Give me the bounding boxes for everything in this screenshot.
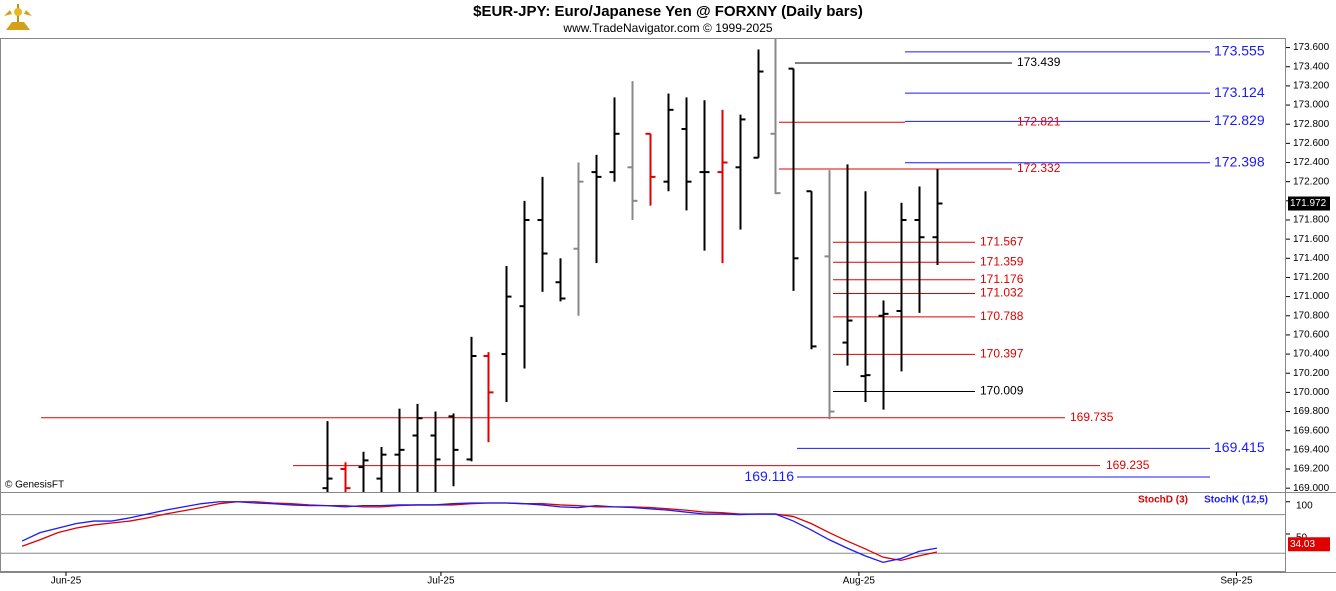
last-price-marker (1288, 196, 1330, 211)
y-tick-label: 170.400 (1293, 349, 1330, 360)
level-label: 169.735 (1070, 410, 1114, 424)
y-tick-label: 173.400 (1293, 61, 1330, 72)
level-label: 172.821 (1017, 114, 1061, 128)
y-tick-label: 170.200 (1293, 368, 1330, 379)
axes: 169.000 169.200 169.400 169.600 169.800 170.0… (51, 42, 1330, 587)
y-tick-label: 172.600 (1293, 138, 1330, 149)
x-tick-label: Sep-25 (1220, 576, 1253, 587)
level-label: 170.397 (980, 347, 1024, 361)
watermark: © GenesisFT (5, 480, 64, 491)
last-value-marker (1288, 537, 1330, 552)
legend-entry: StochK (12,5) (1204, 495, 1268, 506)
level-label: 173.555 (1214, 43, 1265, 59)
y-tick-label: 170.600 (1293, 330, 1330, 341)
level-label: 169.116 (744, 468, 794, 484)
level-label: 169.415 (1214, 439, 1265, 455)
stoch-panel (0, 501, 1286, 564)
level-label: 170.009 (980, 384, 1024, 398)
chart-subtitle: www.TradeNavigator.com © 1999-2025 (562, 21, 772, 35)
y-tick-label: 173.000 (1293, 100, 1330, 111)
y-tick-label: 171.400 (1293, 253, 1330, 264)
y-tick-label: 100 (1296, 500, 1313, 511)
x-tick-label: Aug-25 (843, 576, 876, 587)
level-label: 171.567 (980, 234, 1024, 248)
y-tick-label: 170.800 (1293, 310, 1330, 321)
y-tick-label: 172.400 (1293, 157, 1330, 168)
plot-frame (0, 38, 1286, 572)
level-label: 170.788 (980, 309, 1024, 323)
stoch-line (21, 501, 938, 564)
level-label: 172.398 (1214, 153, 1265, 169)
y-tick-label: 172.800 (1293, 119, 1330, 130)
last-price-label: 171.972 (1290, 198, 1327, 209)
level-label: 171.359 (980, 254, 1024, 268)
level-label: 173.124 (1214, 84, 1265, 100)
x-tick-label: Jul-25 (427, 576, 455, 587)
level-label: 172.829 (1214, 112, 1265, 128)
legend-entry: StochD (3) (1138, 495, 1188, 506)
logo (4, 4, 32, 30)
y-tick-label: 171.600 (1293, 234, 1330, 245)
y-tick-label: 171.200 (1293, 272, 1330, 283)
y-tick-label: 171.800 (1293, 215, 1330, 226)
y-tick-label: 172.200 (1293, 176, 1330, 187)
y-tick-label: 169.400 (1293, 444, 1330, 455)
y-tick-label: 173.600 (1293, 42, 1330, 53)
level-label: 172.332 (1017, 161, 1061, 175)
y-tick-label: 169.200 (1293, 464, 1330, 475)
x-tick-label: Jun-25 (51, 576, 82, 587)
price-panel (41, 38, 1210, 492)
level-label: 173.439 (1017, 55, 1061, 69)
level-label: 171.032 (980, 286, 1024, 300)
y-tick-label: 169.000 (1293, 483, 1330, 494)
y-tick-label: 169.600 (1293, 425, 1330, 436)
level-label: 171.176 (980, 272, 1024, 286)
y-tick-label: 171.000 (1293, 291, 1330, 302)
y-tick-label: 170.000 (1293, 387, 1330, 398)
y-tick-label: 169.800 (1293, 406, 1330, 417)
y-tick-label: 173.200 (1293, 81, 1330, 92)
chart-title: $EUR-JPY: Euro/Japanese Yen @ FORXNY (Da… (473, 3, 863, 20)
last-value-label: 34.03 (1290, 539, 1315, 550)
level-label: 169.235 (1106, 458, 1150, 472)
